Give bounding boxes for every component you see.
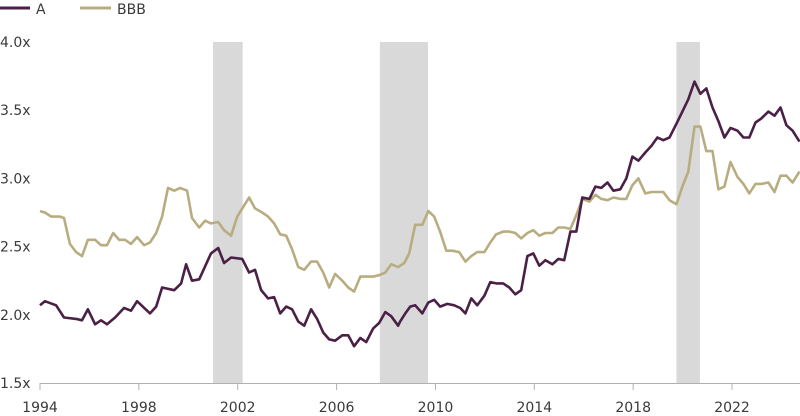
series-line-a	[39, 80, 800, 348]
y-tick-label: 3.0x	[0, 171, 31, 187]
series-lines	[39, 80, 800, 348]
axes: 1.5x 2.0x 2.5x 3.0x 3.5x 4.0x 1994 1998 2002 2006…	[0, 35, 800, 416]
recession-shading	[213, 42, 700, 383]
y-tick-label: 4.0x	[0, 35, 31, 51]
legend-label-a: A	[36, 2, 46, 18]
x-tick-label: 2014	[516, 400, 552, 416]
x-tick-label: 2010	[418, 400, 454, 416]
y-tick-label: 3.5x	[0, 103, 31, 119]
y-tick-label: 2.5x	[0, 240, 31, 256]
legend-label-bbb: BBB	[117, 2, 146, 18]
y-tick-label: 2.0x	[0, 308, 31, 324]
legend: A BBB	[0, 2, 146, 18]
recession-band	[676, 42, 700, 383]
recession-band	[213, 42, 243, 383]
x-tick-label: 1994	[22, 400, 58, 416]
recession-band	[379, 42, 429, 383]
x-tick-label: 1998	[121, 400, 157, 416]
x-tick-label: 2022	[714, 400, 750, 416]
x-tick-label: 2018	[615, 400, 651, 416]
series-line-bbb	[39, 125, 800, 293]
x-tick-label: 2002	[220, 400, 256, 416]
x-tick-label: 2006	[319, 400, 355, 416]
y-tick-label: 1.5x	[0, 376, 31, 392]
